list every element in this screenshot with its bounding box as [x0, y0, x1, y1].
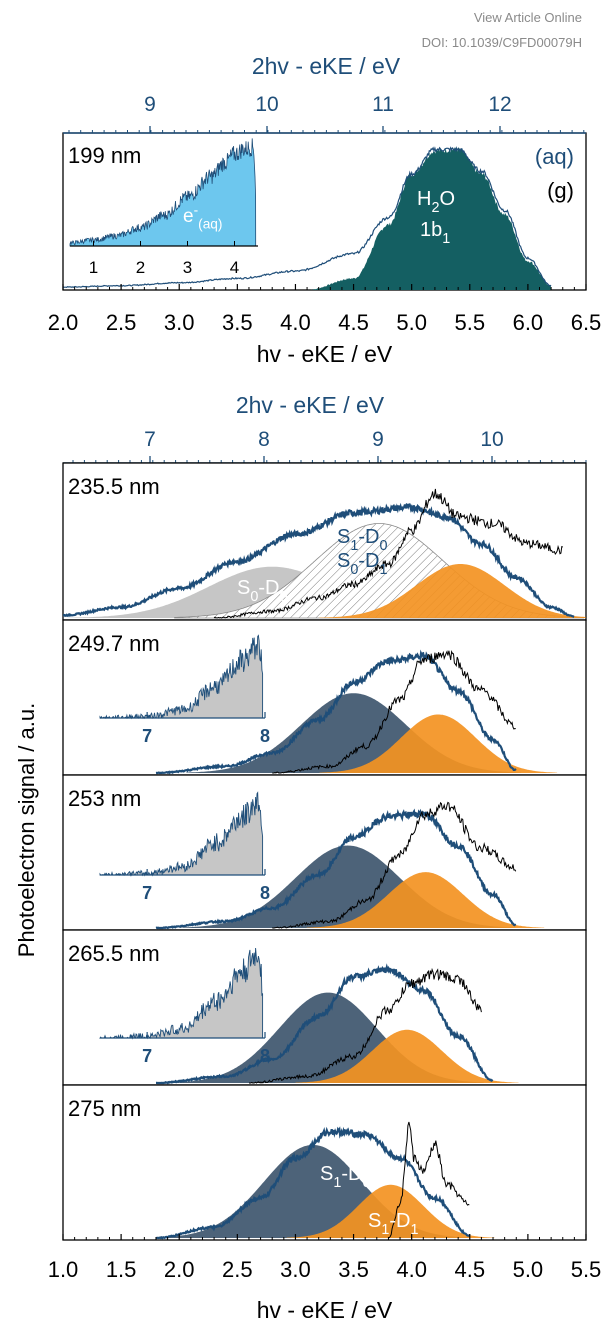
inset-xtick-label: 1 [89, 258, 98, 277]
top-x2tick-label: 11 [372, 93, 394, 116]
top-xtick-label: 5.5 [454, 310, 485, 335]
label-s1-d1-275: S1-D1 [368, 1210, 418, 1238]
inset-xtick-label: 3 [183, 258, 192, 277]
aq-spectrum-line [62, 146, 552, 289]
bottom-xlabel: hv - eKE / eV [257, 1297, 393, 1323]
bottom-xtick-label: 4.0 [396, 1257, 427, 1282]
band-1b1-label: 1b1 [420, 219, 450, 247]
inset-xtick-label: 8 [260, 1046, 270, 1066]
top-xtick-label: 6.0 [513, 310, 544, 335]
fit-S1-D1 [286, 1184, 495, 1238]
aq-spectrum [156, 963, 494, 1085]
top-xtick-label: 4.5 [338, 310, 369, 335]
aq-spectrum [155, 649, 517, 775]
label-s0-d0: S0-D0 [237, 577, 287, 605]
top-xtick-label: 3.0 [164, 310, 195, 335]
bottom-xtick-label: 2.0 [164, 1257, 195, 1282]
fit-S1-D1 [319, 564, 586, 618]
inset-xtick-label: 7 [142, 726, 152, 746]
panel-3: 265.5 nm 7 8 [62, 929, 587, 1086]
label-s0-d1: S0-D1 [337, 550, 387, 578]
panel-label: 235.5 nm [68, 474, 160, 499]
panel-label: 265.5 nm [68, 941, 160, 966]
eaq-label: e-(aq) [183, 202, 222, 231]
panel-label: 253 nm [68, 786, 141, 811]
header-doi[interactable]: DOI: 10.1039/C9FD00079H [421, 35, 582, 50]
panel-label: 249.7 nm [68, 631, 160, 656]
inset-area [99, 791, 264, 877]
header-view-article[interactable]: View Article Online [473, 10, 582, 25]
legend-g: (g) [547, 178, 574, 203]
bottom-x2tick-label: 7 [144, 428, 156, 451]
bottom-xtick-label: 1.0 [48, 1257, 79, 1282]
h2o-label: H2O [417, 188, 455, 216]
gas-spectrum [388, 1121, 470, 1239]
inset-xtick-label: 2 [136, 258, 145, 277]
bottom-x2tick-label: 8 [258, 428, 270, 451]
top-xtick-label: 3.5 [222, 310, 253, 335]
inset-xtick-label: 4 [230, 258, 239, 277]
fit-S1-D1 [295, 1029, 519, 1083]
inset-xtick-label: 8 [260, 726, 270, 746]
bottom-xtick-label: 5.0 [513, 1257, 544, 1282]
top-x2tick-label: 12 [488, 93, 511, 116]
panel-4: 275 nm [62, 1084, 587, 1241]
fit-S1-D1 [306, 872, 545, 928]
top-xtick-label: 4.0 [280, 310, 311, 335]
bottom-xtick-label: 1.5 [106, 1257, 137, 1282]
bottom-xtick-label: 4.5 [454, 1257, 485, 1282]
aq-spectrum [155, 808, 517, 930]
top-xlabel: hv - eKE / eV [257, 341, 393, 367]
bottom-x2tick-label: 10 [480, 428, 503, 451]
top-xtick-label: 5.0 [396, 310, 427, 335]
label-s1-d0: S1-D0 [337, 526, 387, 554]
inset-xtick-label: 8 [260, 883, 270, 903]
top-xtick-label: 2.0 [48, 310, 79, 335]
gas-spectrum [213, 488, 564, 619]
top-xtick-label: 6.5 [571, 310, 602, 335]
top-xtick-label: 2.5 [106, 310, 137, 335]
gas-spectrum [272, 801, 517, 929]
legend-aq: (aq) [535, 144, 574, 169]
h2o-1b1-area [307, 147, 552, 290]
top-x2tick-label: 9 [144, 93, 156, 116]
fit-S1-D1 [319, 714, 558, 773]
inset-xtick-label: 7 [142, 883, 152, 903]
bottom-xtick-label: 5.5 [571, 1257, 602, 1282]
gas-spectrum [272, 650, 516, 774]
bottom-xtick-label: 3.0 [280, 1257, 311, 1282]
panel-label: 275 nm [68, 1096, 141, 1121]
gas-spectrum [249, 967, 482, 1084]
panel-0: 235.5 nm [62, 462, 587, 621]
eaq-inset-area [69, 138, 257, 247]
y-axis-label: Photoelectron signal / a.u. [14, 703, 39, 957]
aq-spectrum [156, 1126, 471, 1240]
bottom-x2label: 2hv - eKE / eV [236, 392, 385, 418]
aq-spectrum [62, 502, 575, 618]
top-x2label: 2hv - eKE / eV [252, 53, 401, 79]
bottom-xtick-label: 2.5 [222, 1257, 253, 1282]
inset-xtick-label: 7 [142, 1046, 152, 1066]
panel-2: 253 nm 7 8 [62, 774, 587, 931]
bottom-x2tick-label: 9 [372, 428, 384, 451]
top-x2tick-label: 10 [255, 93, 278, 116]
bottom-xtick-label: 3.5 [338, 1257, 369, 1282]
panel-1: 249.7 nm 7 8 [62, 619, 587, 776]
label-s1-d0-275: S1-D0 [320, 1163, 370, 1191]
top-panel-label: 199 nm [68, 143, 141, 168]
